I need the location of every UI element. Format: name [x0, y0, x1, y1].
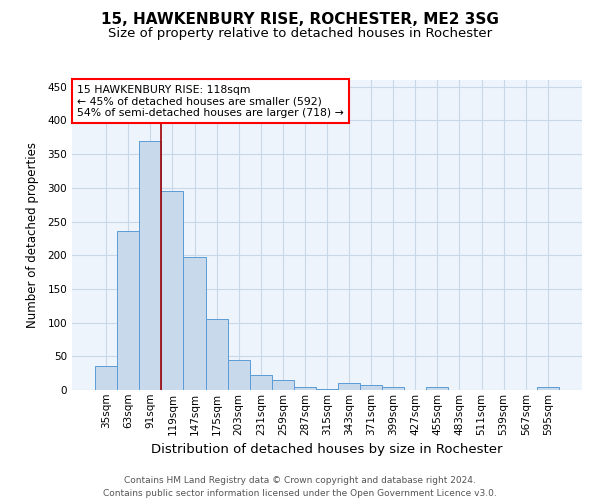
Bar: [537, 388, 559, 390]
Text: 15 HAWKENBURY RISE: 118sqm
← 45% of detached houses are smaller (592)
54% of sem: 15 HAWKENBURY RISE: 118sqm ← 45% of deta…: [77, 84, 344, 118]
Bar: [360, 384, 382, 390]
Bar: [139, 140, 161, 390]
Bar: [250, 374, 272, 390]
Bar: [427, 388, 448, 390]
Bar: [338, 384, 360, 390]
Bar: [184, 256, 206, 390]
Bar: [95, 366, 117, 390]
Bar: [382, 388, 404, 390]
Bar: [272, 380, 294, 390]
Bar: [206, 319, 227, 390]
Text: 15, HAWKENBURY RISE, ROCHESTER, ME2 3SG: 15, HAWKENBURY RISE, ROCHESTER, ME2 3SG: [101, 12, 499, 28]
Y-axis label: Number of detached properties: Number of detached properties: [26, 142, 39, 328]
X-axis label: Distribution of detached houses by size in Rochester: Distribution of detached houses by size …: [151, 443, 503, 456]
Text: Size of property relative to detached houses in Rochester: Size of property relative to detached ho…: [108, 28, 492, 40]
Bar: [294, 388, 316, 390]
Bar: [161, 191, 184, 390]
Bar: [117, 231, 139, 390]
Bar: [227, 360, 250, 390]
Text: Contains HM Land Registry data © Crown copyright and database right 2024.
Contai: Contains HM Land Registry data © Crown c…: [103, 476, 497, 498]
